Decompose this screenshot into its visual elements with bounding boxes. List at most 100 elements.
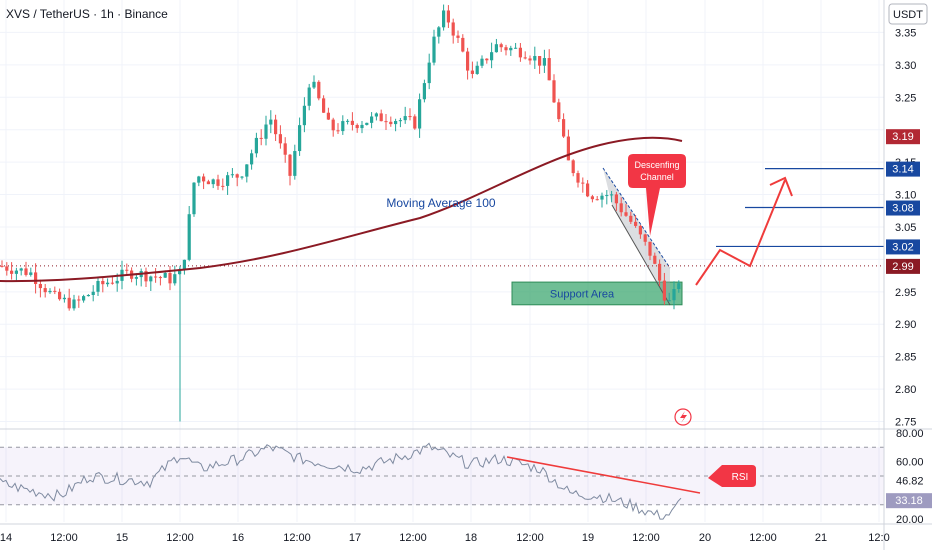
- candle-body: [326, 112, 330, 120]
- candle-body: [658, 263, 662, 281]
- candle-body: [163, 272, 167, 278]
- channel-fill: [603, 168, 670, 303]
- candle-body: [67, 297, 71, 309]
- price-tick-label: 3.35: [895, 27, 916, 39]
- candle-body: [158, 277, 162, 279]
- candle-body: [461, 37, 465, 52]
- candle-body: [562, 119, 566, 137]
- moving-average-label: Moving Average 100: [386, 196, 496, 210]
- candle-body: [322, 98, 326, 113]
- candle-body: [370, 116, 374, 123]
- rsi-line: [0, 442, 682, 520]
- candle-body: [451, 22, 455, 36]
- candle-body: [312, 81, 316, 88]
- candle-body: [398, 120, 402, 122]
- candle-body: [298, 125, 302, 152]
- support-area-label: Support Area: [550, 288, 615, 300]
- time-tick-label: 16: [232, 532, 244, 544]
- candle-body: [610, 194, 614, 196]
- candle-body: [590, 196, 594, 200]
- candle-body: [418, 99, 422, 129]
- rsi-tick-label: 60.00: [896, 457, 924, 469]
- candle-body: [346, 120, 350, 122]
- main-pane: [0, 0, 884, 428]
- rsi-tick-label: 20.00: [896, 514, 924, 526]
- candle-body: [24, 268, 28, 275]
- price-tag: [886, 239, 920, 255]
- candle-body: [614, 194, 618, 204]
- candle-body: [355, 124, 359, 129]
- channel-callout-label-1: Descenfing: [634, 160, 679, 170]
- candle-body: [149, 276, 153, 282]
- candle-body: [259, 137, 263, 139]
- price-tick-label: 3.25: [895, 92, 916, 104]
- candle-body: [485, 58, 489, 61]
- candle-body: [288, 154, 292, 176]
- candle-body: [154, 276, 158, 278]
- candle-body: [403, 116, 407, 121]
- candle-body: [211, 179, 215, 185]
- candle-body: [422, 83, 426, 100]
- candle-body: [125, 269, 129, 271]
- time-tick-label: 12:00: [283, 532, 311, 544]
- candle-body: [250, 153, 254, 165]
- time-tick-label: 12:00: [749, 532, 777, 544]
- candle-body: [653, 255, 657, 264]
- candle-body: [144, 271, 148, 282]
- candle-body: [475, 65, 479, 74]
- candle-body: [672, 289, 676, 301]
- candle-body: [58, 291, 62, 300]
- candle-body: [34, 272, 38, 285]
- candle-body: [389, 121, 393, 125]
- candle-body: [470, 70, 474, 74]
- candle-body: [341, 121, 345, 132]
- candle-body: [197, 176, 201, 183]
- candles-group: [0, 4, 681, 422]
- candle-body: [504, 47, 508, 51]
- rsi-callout-label: RSI: [732, 472, 749, 483]
- candle-body: [456, 35, 460, 38]
- rsi-current-tag: [886, 493, 932, 509]
- candle-body: [542, 58, 546, 66]
- candle-body: [624, 212, 628, 216]
- candle-body: [53, 290, 57, 292]
- currency-badge-label: USDT: [893, 9, 923, 21]
- candle-body: [494, 44, 498, 53]
- candle-body: [634, 221, 638, 226]
- candle-body: [317, 81, 321, 99]
- candle-body: [10, 270, 14, 274]
- candle-body: [96, 280, 100, 292]
- time-tick-label: 17: [349, 532, 361, 544]
- candle-body: [595, 199, 599, 201]
- candle-body: [254, 137, 258, 154]
- candle-body: [427, 62, 431, 84]
- price-tag: [886, 258, 920, 274]
- candle-body: [648, 241, 652, 256]
- rsi-tick-label: 46.82: [896, 476, 924, 488]
- rsi-tick-label: 80.00: [896, 428, 924, 440]
- price-tick-label: 2.95: [895, 287, 916, 299]
- flash-icon-bolt: [680, 411, 687, 423]
- candle-body: [106, 282, 110, 285]
- time-tick-label: 12:00: [399, 532, 427, 544]
- rsi-current-label: 33.18: [895, 495, 923, 507]
- candle-body: [293, 151, 297, 176]
- candle-body: [110, 282, 114, 284]
- candle-body: [638, 225, 642, 235]
- candle-body: [442, 10, 446, 28]
- candle-body: [173, 274, 177, 284]
- price-tag-label: 3.19: [892, 131, 913, 143]
- candle-body: [72, 299, 76, 309]
- candle-body: [14, 270, 18, 274]
- channel-lower-line: [611, 204, 671, 306]
- candle-body: [408, 116, 412, 118]
- candle-body: [600, 195, 604, 200]
- price-tick-label: 2.85: [895, 352, 916, 364]
- candle-body: [547, 58, 551, 81]
- candle-body: [274, 119, 278, 135]
- time-tick-label: 12:00: [166, 532, 194, 544]
- support-area-box: [511, 281, 683, 306]
- time-tick-label: 12:00: [516, 532, 544, 544]
- candle-body: [336, 130, 340, 132]
